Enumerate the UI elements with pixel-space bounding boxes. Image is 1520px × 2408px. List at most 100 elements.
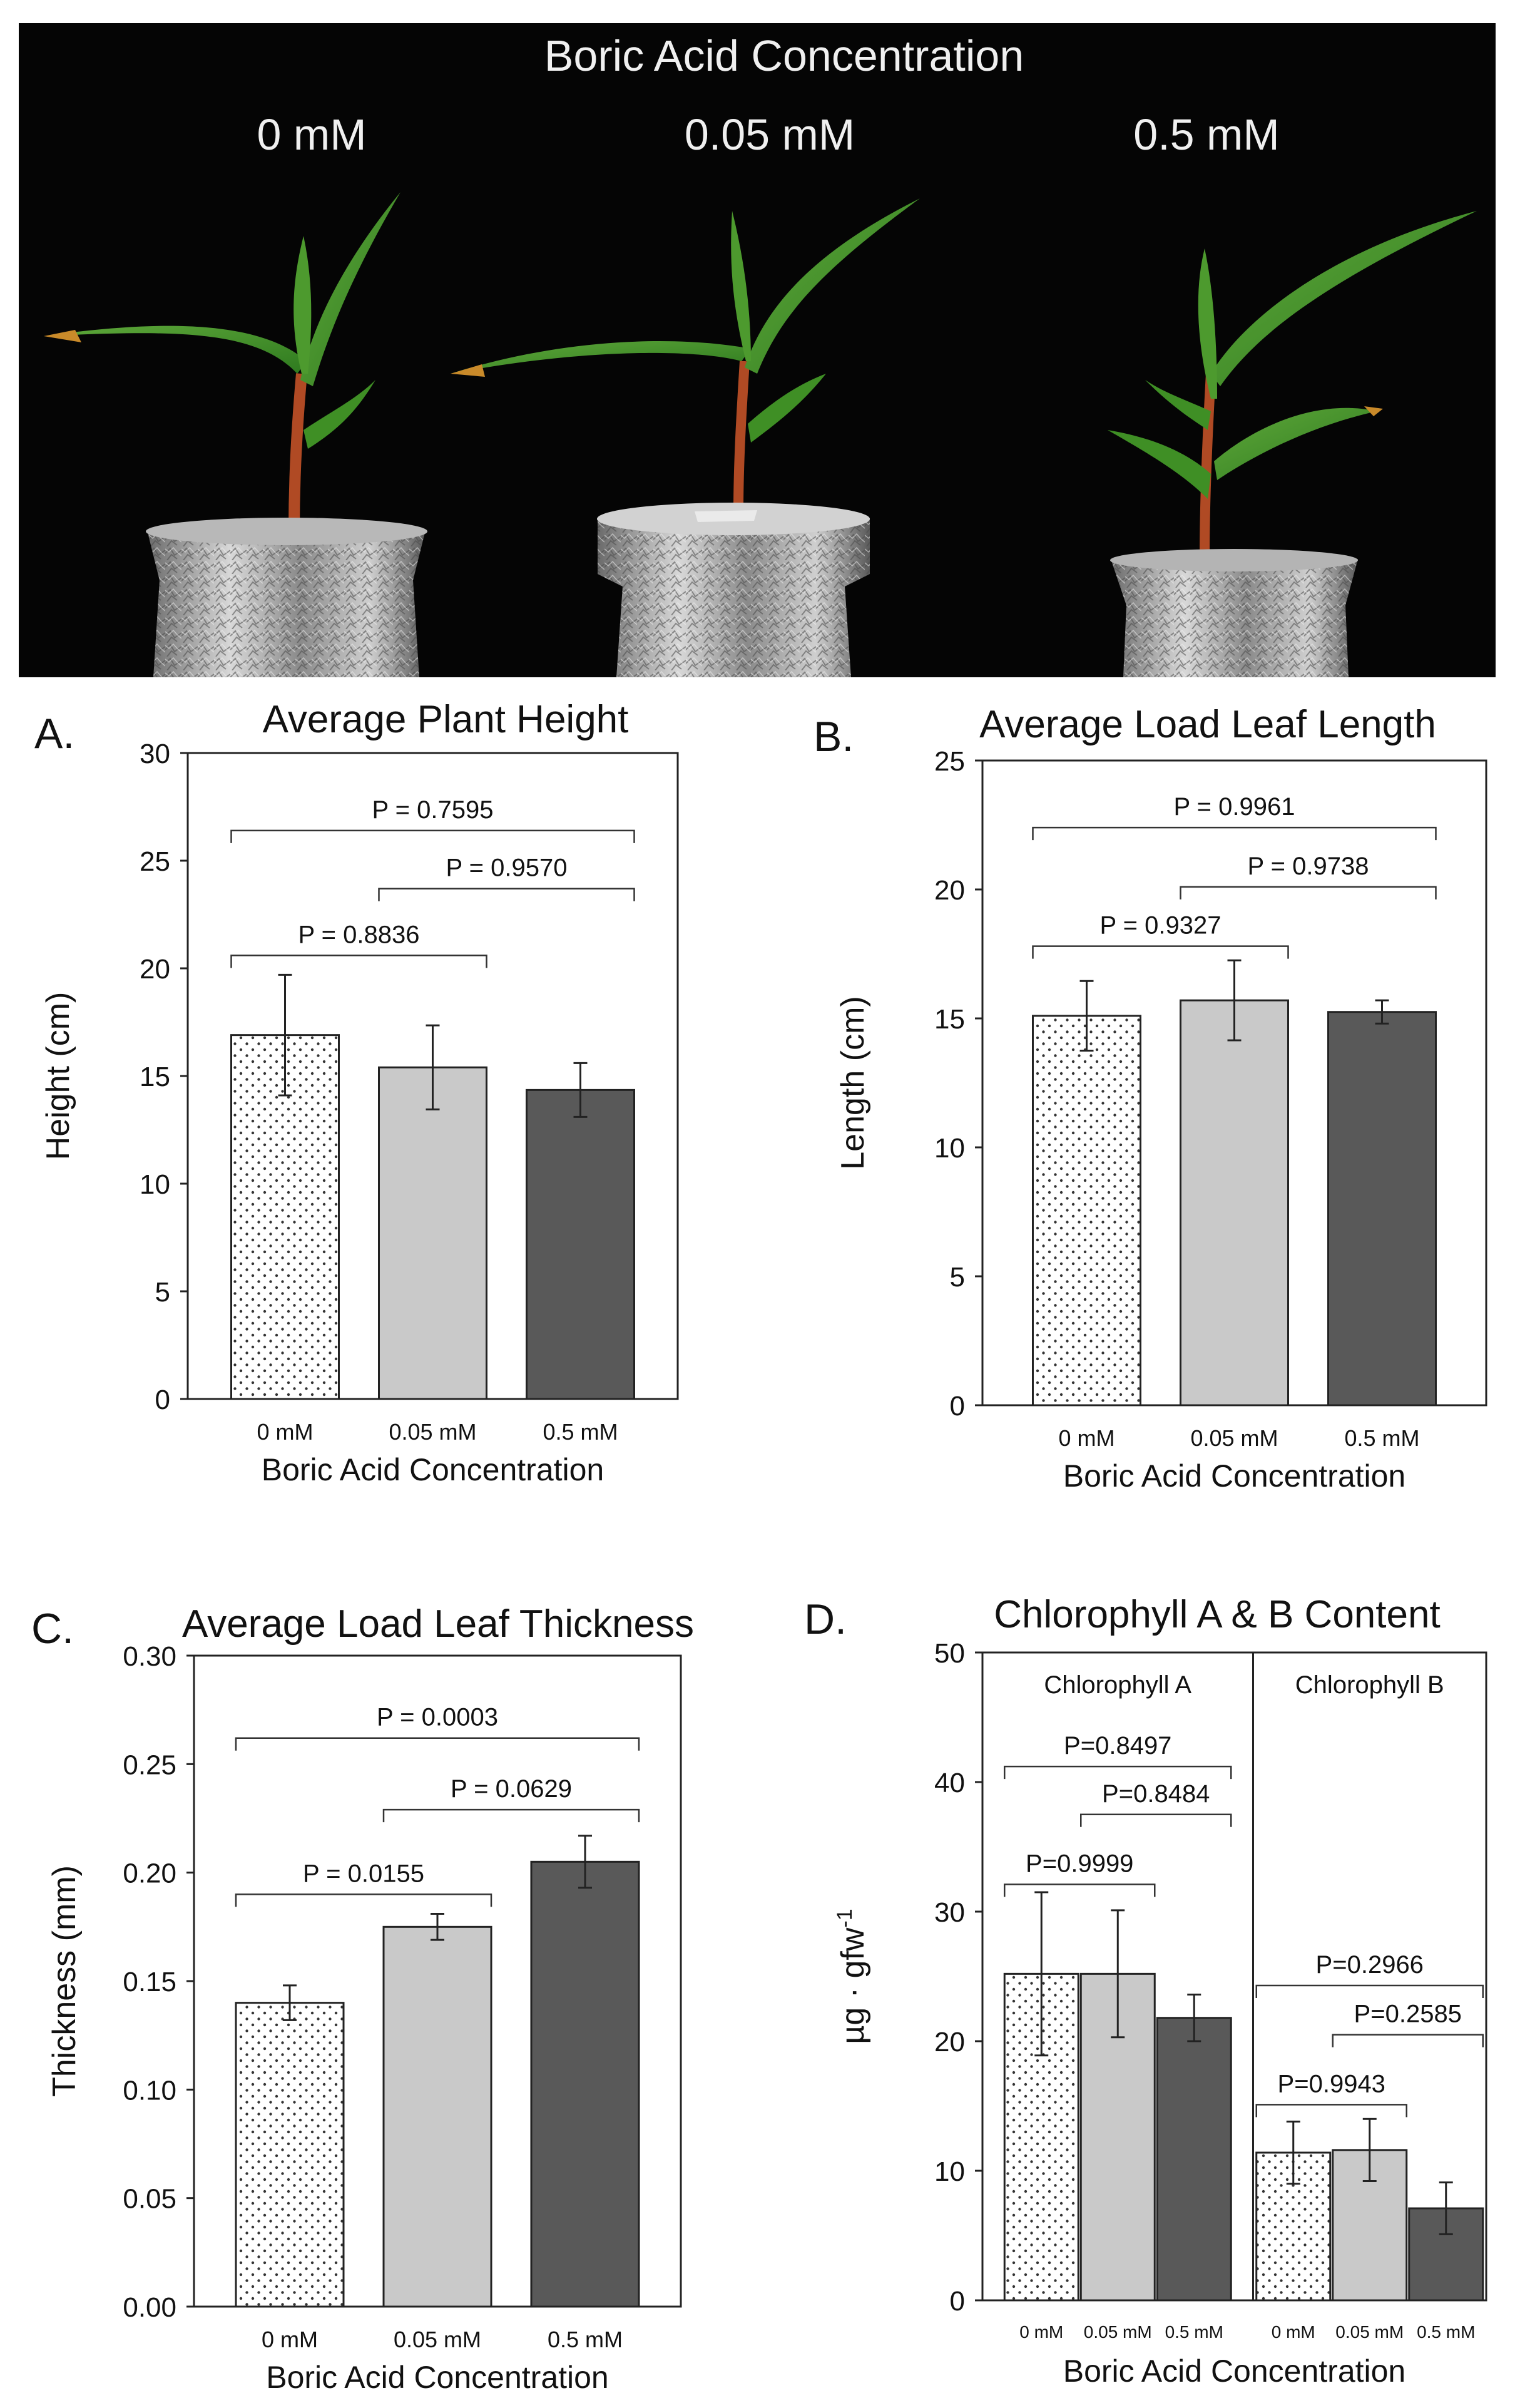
plant-0mM <box>44 192 400 532</box>
y-axis-label-superscript: -1 <box>833 1908 857 1927</box>
y-tick-label: 20 <box>934 2027 965 2057</box>
p-value-label: P = 0.0629 <box>451 1775 572 1803</box>
chart-2: C. Average Load Leaf Thickness 0.00 0.05 0.1… <box>31 1602 694 2395</box>
chart-title: Average Load Leaf Thickness <box>182 1602 694 1646</box>
x-tick-label: 0.05 mM <box>1190 1425 1278 1451</box>
plant-photo-illustration: Boric Acid Concentration 0 mM 0.05 mM 0.… <box>44 31 1477 677</box>
y-axis-label: Height (cm) <box>40 992 76 1160</box>
y-tick-label: 5 <box>155 1277 170 1308</box>
x-tick-label: 0.05 mM <box>389 1419 476 1445</box>
panel-letter: B. <box>814 713 854 761</box>
foil-pot-0mM <box>146 518 427 677</box>
y-tick-label: 0.30 <box>123 1641 176 1672</box>
y-tick-label: 10 <box>140 1169 170 1200</box>
x-axis-label: Boric Acid Concentration <box>262 1452 604 1487</box>
y-tick-label: 15 <box>140 1062 170 1092</box>
y-tick-label: 5 <box>950 1262 965 1293</box>
bar <box>1156 2017 1232 2302</box>
x-tick-label: 0 mM <box>1019 2322 1063 2342</box>
y-tick-label: 0.00 <box>123 2292 176 2323</box>
y-tick-label: 25 <box>934 746 965 777</box>
plant-05mM <box>1108 211 1477 557</box>
y-tick-label: 25 <box>140 846 170 877</box>
x-tick-label: 0 mM <box>257 1419 314 1445</box>
bar <box>1327 1011 1437 1406</box>
y-tick-label: 0.20 <box>123 1858 176 1889</box>
bar <box>1180 999 1289 1406</box>
chart-1: B. Average Load Leaf Length 0 5 10 15 20 25 Leng… <box>814 703 1487 1493</box>
x-tick-label: 0.5 mM <box>543 1419 618 1445</box>
p-value-label: P = 0.0155 <box>303 1860 424 1887</box>
panel-letter: D. <box>804 1596 847 1643</box>
p-value-label: P = 0.8836 <box>298 921 420 948</box>
x-tick-label: 0.05 mM <box>1084 2322 1152 2342</box>
x-tick-label: 0 mM <box>262 2327 318 2352</box>
photo-label-005mM: 0.05 mM <box>685 110 855 159</box>
y-tick-label: 0 <box>950 1391 965 1422</box>
p-value-label: P = 0.9961 <box>1174 793 1295 821</box>
p-value-label: P=0.2585 <box>1354 2001 1462 2028</box>
chart-title: Average Plant Height <box>263 698 629 741</box>
x-tick-label: 0 mM <box>1272 2322 1315 2342</box>
group-label: Chlorophyll A <box>1044 1671 1191 1699</box>
y-axis-label: Length (cm) <box>835 996 871 1169</box>
y-axis-label: µg · gfw-1 <box>833 1908 871 2044</box>
p-value-label: P = 0.0003 <box>377 1704 498 1731</box>
bar <box>1032 1015 1141 1406</box>
p-value-label: P=0.9999 <box>1026 1850 1133 1878</box>
y-tick-label: 0 <box>155 1385 170 1415</box>
comparison-bracket <box>1032 945 1289 959</box>
chart-title: Average Load Leaf Length <box>979 703 1436 746</box>
p-value-label: P = 0.9570 <box>446 854 568 882</box>
bar <box>530 1860 640 2308</box>
p-value-label: P = 0.9327 <box>1100 912 1222 940</box>
photo-label-0mM: 0 mM <box>257 110 367 159</box>
x-tick-label: 0.5 mM <box>548 2327 623 2352</box>
y-tick-label: 30 <box>934 1897 965 1928</box>
comparison-bracket <box>382 1808 640 1823</box>
x-axis-label: Boric Acid Concentration <box>1063 1458 1406 1493</box>
x-tick-label: 0.05 mM <box>394 2327 481 2352</box>
y-tick-label: 0.25 <box>123 1750 176 1780</box>
comparison-bracket <box>235 1737 640 1751</box>
comparison-bracket <box>378 888 635 901</box>
p-value-label: P=0.2966 <box>1316 1951 1424 1979</box>
p-value-label: P=0.8497 <box>1064 1732 1171 1760</box>
y-tick-label: 10 <box>934 1133 965 1164</box>
y-tick-label: 0.10 <box>123 2075 176 2106</box>
foil-pot-005mM <box>597 503 870 677</box>
y-tick-label: 0.05 <box>123 2184 176 2215</box>
y-axis-label: Thickness (mm) <box>46 1865 83 2097</box>
foil-pot-05mM <box>1110 549 1358 677</box>
chart-0: A. Average Plant Height 0 5 10 15 20 25 30 Height… <box>34 698 679 1487</box>
plant-photo: Boric Acid Concentration 0 mM 0.05 mM 0.… <box>19 23 1496 677</box>
comparison-bracket <box>230 955 487 968</box>
bar <box>378 1066 487 1400</box>
comparison-bracket <box>1004 1765 1232 1780</box>
comparison-bracket <box>1332 2034 1484 2047</box>
bar <box>526 1089 635 1400</box>
plant-005mM <box>451 198 920 512</box>
comparison-bracket <box>230 829 635 843</box>
photo-label-05mM: 0.5 mM <box>1133 110 1279 159</box>
x-axis-label: Boric Acid Concentration <box>266 2360 609 2395</box>
y-tick-label: 30 <box>140 739 170 769</box>
comparison-bracket <box>235 1893 492 1907</box>
y-tick-label: 10 <box>934 2156 965 2187</box>
comparison-bracket <box>1004 1883 1156 1897</box>
comparison-bracket <box>1180 886 1437 899</box>
chart-3: D. Chlorophyll A & B Content 0 10 20 30 40 50 µg… <box>804 1593 1487 2389</box>
y-tick-label: 20 <box>140 954 170 985</box>
comparison-bracket <box>1255 1984 1484 1998</box>
comparison-bracket <box>1255 2104 1407 2118</box>
photo-title: Boric Acid Concentration <box>544 31 1024 80</box>
x-tick-label: 0 mM <box>1059 1425 1115 1451</box>
y-tick-label: 20 <box>934 875 965 906</box>
x-tick-label: 0.5 mM <box>1344 1425 1419 1451</box>
y-tick-label: 15 <box>934 1004 965 1035</box>
p-value-label: P = 0.9738 <box>1248 853 1369 880</box>
y-tick-label: 0.15 <box>123 1967 176 1997</box>
x-axis-label: Boric Acid Concentration <box>1063 2354 1406 2389</box>
panel-letter: C. <box>31 1605 74 1652</box>
x-tick-label: 0.5 mM <box>1417 2322 1475 2342</box>
